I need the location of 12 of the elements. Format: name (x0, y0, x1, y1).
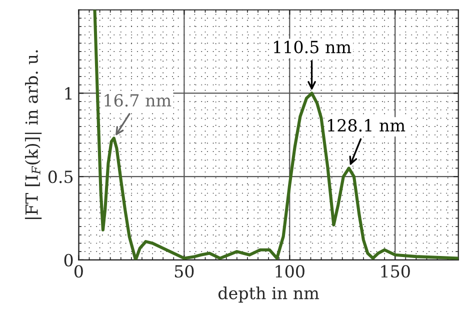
y-tick-label: 1 (65, 87, 72, 100)
annotation: 128.1 nm (328, 119, 406, 132)
x-tick-label: 0 (74, 265, 83, 278)
annotation: 16.7 nm (104, 94, 172, 107)
y-axis-title: |FT [I$_{F}$(k)]| in arb. u. (24, 50, 42, 219)
annotation: 110.5 nm (274, 40, 352, 54)
x-tick-label: 150 (381, 265, 410, 278)
x-tick-label: 50 (174, 265, 194, 278)
y-tick-label: 0.5 (48, 170, 73, 184)
y-tick-label: 0 (64, 254, 73, 266)
x-tick-label: 100 (276, 265, 304, 278)
x-axis-title: depth in nm (218, 286, 319, 303)
